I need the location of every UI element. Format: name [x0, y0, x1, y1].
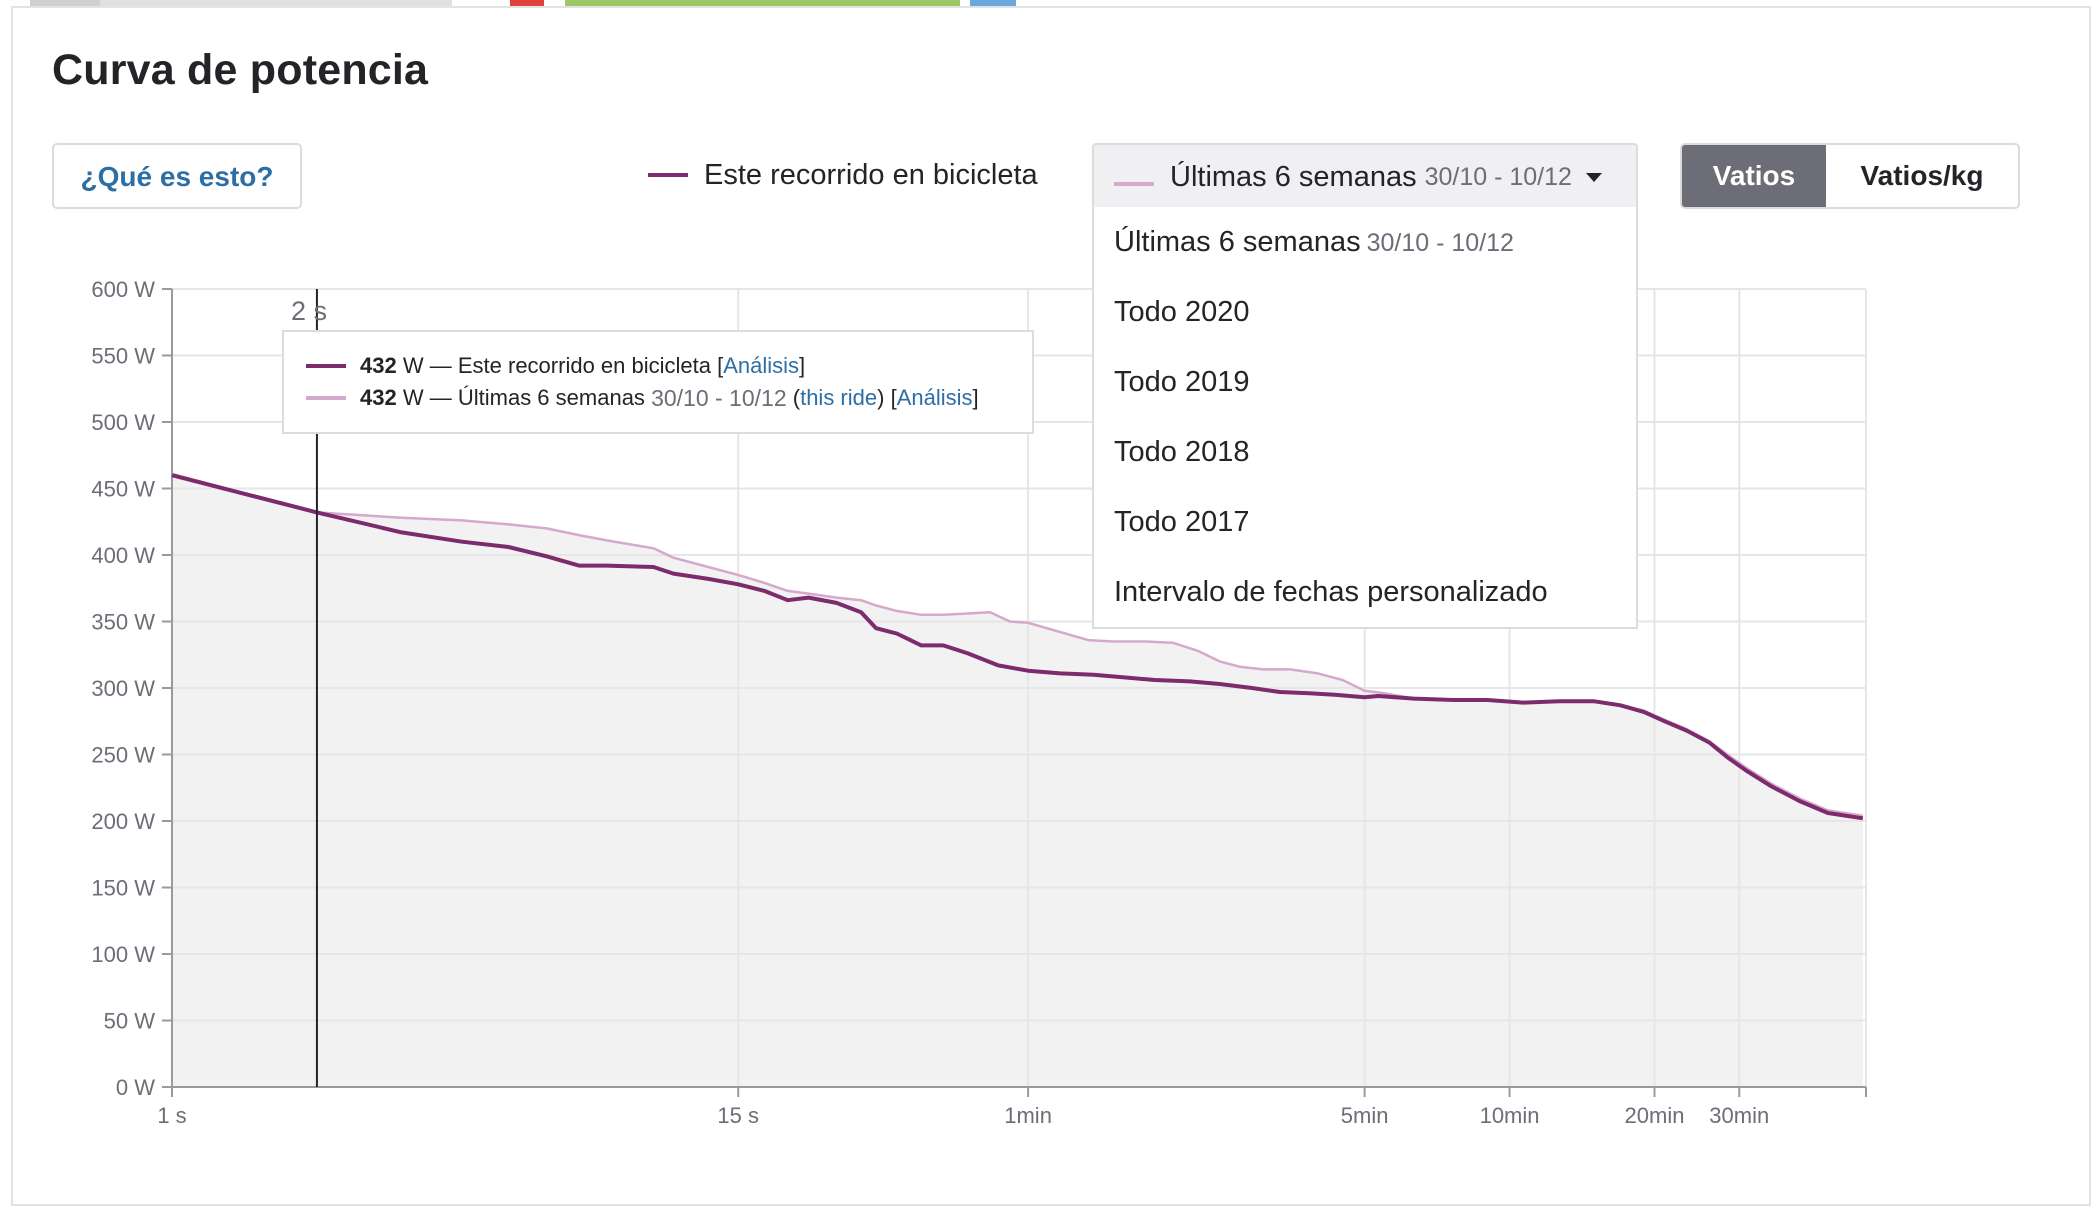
option-label: Últimas 6 semanas	[1114, 226, 1361, 258]
date-range-dropdown[interactable]: Últimas 6 semanas 30/10 - 10/12	[1092, 143, 1638, 209]
top-strip-segment	[510, 0, 544, 7]
tooltip-separator: —	[429, 385, 452, 410]
chart-tooltip: 432 W — Este recorrido en bicicleta [Aná…	[282, 330, 1034, 434]
date-range-selected-label: Últimas 6 semanas	[1170, 160, 1417, 193]
date-range-option-2017[interactable]: Todo 2017	[1094, 487, 1636, 557]
x-tick-label: 1 s	[157, 1103, 186, 1128]
x-tick-label: 5min	[1341, 1103, 1389, 1128]
legend-ride[interactable]: Este recorrido en bicicleta	[648, 153, 1038, 197]
series-line-this-ride	[171, 473, 1864, 821]
y-tick-label: 350 W	[91, 610, 155, 635]
date-range-option-2019[interactable]: Todo 2019	[1094, 347, 1636, 417]
tooltip-separator: —	[429, 353, 452, 378]
x-tick-label: 15 s	[717, 1103, 759, 1128]
tooltip-compare-label: Últimas 6 semanas	[457, 385, 645, 410]
tooltip-compare-swatch	[306, 396, 346, 400]
hover-time-label: 2 s	[291, 296, 328, 326]
x-tick-label: 30min	[1709, 1103, 1769, 1128]
top-strip-segment	[970, 0, 1016, 7]
option-label: Intervalo de fechas personalizado	[1114, 576, 1548, 608]
date-range-option-last-6-weeks[interactable]: Últimas 6 semanas 30/10 - 10/12	[1094, 207, 1636, 277]
date-range-option-custom[interactable]: Intervalo de fechas personalizado	[1094, 557, 1636, 627]
option-label: Todo 2017	[1114, 506, 1250, 538]
date-range-option-2018[interactable]: Todo 2018	[1094, 417, 1636, 487]
tooltip-ride-swatch	[306, 364, 346, 368]
option-label: Todo 2019	[1114, 366, 1250, 398]
top-strip-segment	[565, 0, 960, 7]
y-tick-label: 500 W	[91, 410, 155, 435]
legend-ride-swatch	[648, 173, 688, 177]
y-tick-label: 300 W	[91, 676, 155, 701]
tooltip-row-compare: 432 W — Últimas 6 semanas 30/10 - 10/12 …	[284, 382, 1032, 414]
y-tick-label: 600 W	[91, 277, 155, 302]
x-tick-label: 10min	[1480, 1103, 1540, 1128]
unit-watts-button[interactable]: Vatios	[1682, 145, 1826, 207]
y-tick-label: 400 W	[91, 543, 155, 568]
tooltip-this-ride-link[interactable]: this ride	[800, 385, 878, 410]
y-tick-label: 0 W	[116, 1075, 155, 1100]
top-strip	[0, 0, 2096, 7]
y-tick-label: 100 W	[91, 942, 155, 967]
option-label: Todo 2020	[1114, 296, 1250, 328]
option-label: Todo 2018	[1114, 436, 1250, 468]
what-is-this-button[interactable]: ¿Qué es esto?	[52, 143, 302, 209]
tooltip-unit: W	[402, 353, 424, 378]
tooltip-compare-analysis-link[interactable]: Análisis	[896, 385, 973, 410]
x-tick-label: 20min	[1625, 1103, 1685, 1128]
page-title: Curva de potencia	[52, 46, 429, 94]
legend-ride-label: Este recorrido en bicicleta	[704, 158, 1038, 191]
tooltip-ride-value: 432	[360, 353, 397, 378]
tooltip-ride-label: Este recorrido en bicicleta	[457, 353, 711, 378]
y-tick-label: 450 W	[91, 477, 155, 502]
legend-compare-swatch	[1114, 182, 1154, 186]
tooltip-compare-value: 432	[360, 385, 397, 410]
top-strip-segment	[100, 0, 452, 7]
chevron-down-icon	[1585, 172, 1602, 182]
date-range-selected-dates: 30/10 - 10/12	[1424, 162, 1572, 191]
x-tick-label: 1min	[1004, 1103, 1052, 1128]
chart-axes: 0 W 50 W 100 W 150 W 200 W 250 W 300 W 350 W 400…	[91, 277, 1867, 1128]
tooltip-compare-dates: 30/10 - 10/12	[651, 384, 787, 411]
y-tick-label: 250 W	[91, 743, 155, 768]
tooltip-row-ride: 432 W — Este recorrido en bicicleta [Aná…	[284, 350, 1032, 382]
y-tick-label: 200 W	[91, 809, 155, 834]
area-under-curve	[172, 473, 1863, 1087]
unit-toggle: Vatios Vatios/kg	[1680, 143, 2020, 209]
top-strip-segment	[30, 0, 100, 7]
date-range-menu: Últimas 6 semanas 30/10 - 10/12 Todo 2020…	[1092, 207, 1638, 629]
y-tick-label: 150 W	[91, 876, 155, 901]
option-dates: 30/10 - 10/12	[1366, 229, 1514, 257]
tooltip-unit: W	[402, 385, 424, 410]
chart-series[interactable]	[171, 472, 1864, 821]
date-range-option-2020[interactable]: Todo 2020	[1094, 277, 1636, 347]
y-tick-label: 50 W	[104, 1009, 156, 1034]
tooltip-ride-analysis-link[interactable]: Análisis	[723, 353, 800, 378]
unit-watts-per-kg-button[interactable]: Vatios/kg	[1826, 145, 2018, 207]
y-tick-label: 550 W	[91, 344, 155, 369]
